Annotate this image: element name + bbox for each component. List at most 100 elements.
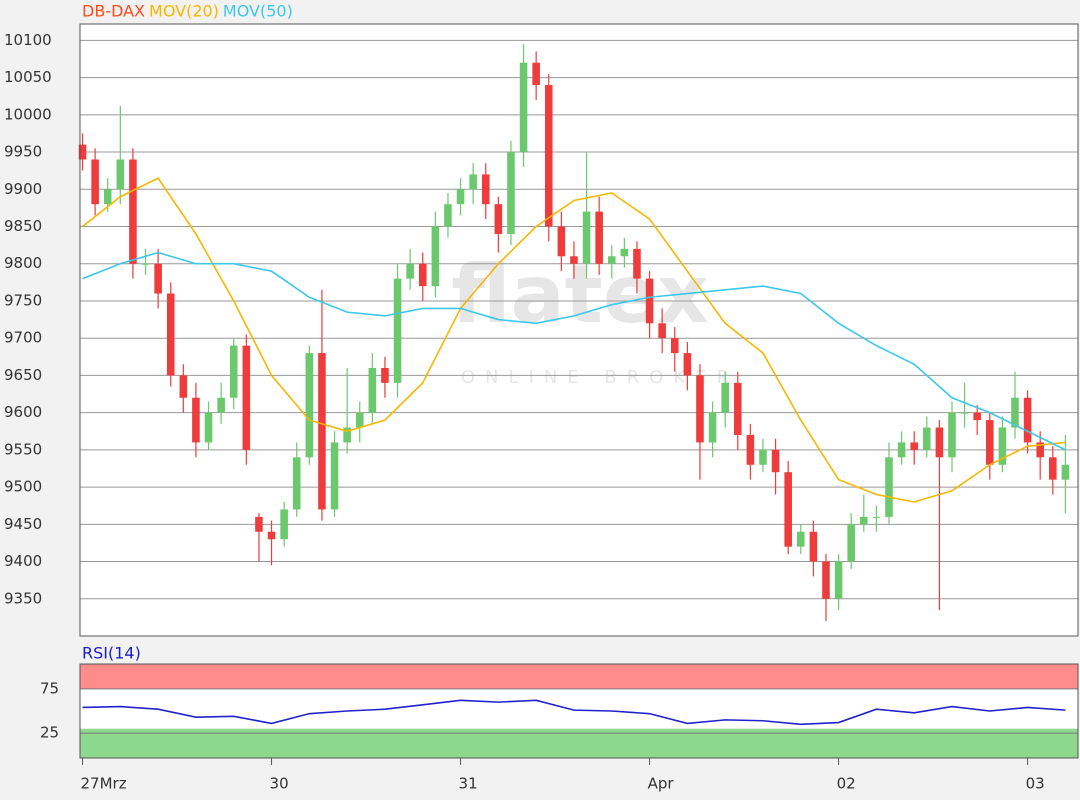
- candle-body: [507, 152, 515, 234]
- candle-body: [973, 412, 981, 421]
- candle-body: [557, 226, 566, 257]
- candle-body: [708, 412, 717, 443]
- candle-body: [822, 561, 830, 599]
- y-tick-label: 25: [40, 724, 59, 742]
- line-series: [82, 699, 1066, 726]
- legend-entry: DB-DAX: [82, 2, 145, 21]
- rsi-title: RSI(14): [82, 644, 141, 663]
- candle-body: [885, 457, 893, 517]
- candle-body: [141, 263, 150, 265]
- candle-body: [935, 427, 944, 458]
- x-tick-label: 02: [837, 775, 856, 793]
- candle-body: [217, 397, 225, 413]
- y-tick-label: 9900: [4, 180, 42, 198]
- candle-body: [166, 293, 175, 376]
- candle-body: [154, 263, 162, 294]
- candle-body: [771, 449, 780, 473]
- y-tick-label: 9850: [4, 217, 42, 235]
- candle-body: [280, 509, 288, 540]
- candle-body: [960, 412, 969, 414]
- y-tick-label: 10000: [4, 105, 52, 123]
- candle-body: [759, 449, 767, 465]
- candle-body: [658, 323, 666, 339]
- candle-body: [1011, 397, 1019, 428]
- y-tick-label: 9750: [4, 291, 42, 309]
- candle-body: [355, 412, 364, 428]
- candle-body: [595, 211, 603, 264]
- y-tick-label: 9400: [4, 552, 42, 570]
- candle-body: [343, 427, 351, 443]
- y-tick-label: 9500: [4, 478, 42, 496]
- candle-body: [368, 367, 377, 413]
- candle-body: [784, 472, 792, 547]
- candle-body: [544, 85, 553, 227]
- y-tick-label: 9950: [4, 143, 42, 161]
- candle-body: [267, 531, 276, 540]
- candle-body: [78, 144, 87, 160]
- watermark-sub: ONLINE BROKER: [461, 367, 739, 388]
- candle-body: [986, 420, 994, 465]
- candle-body: [796, 531, 805, 547]
- candle-body: [305, 353, 314, 458]
- line-series: [82, 177, 1066, 503]
- candle-body: [418, 263, 427, 287]
- candle-body: [872, 516, 881, 518]
- x-tick-label: 03: [1026, 775, 1045, 793]
- y-tick-label: 75: [40, 679, 59, 697]
- candle-body: [481, 174, 490, 205]
- candle-body: [948, 412, 956, 458]
- candle-body: [494, 204, 503, 234]
- legend-entry: MOV(50): [223, 2, 293, 21]
- candle-body: [393, 278, 402, 383]
- panel-border: [79, 663, 1079, 759]
- candle-body: [645, 278, 654, 324]
- candle-body: [103, 189, 112, 205]
- candle-body: [330, 442, 339, 510]
- y-tick-label: 10050: [4, 68, 52, 86]
- candle-body: [910, 442, 918, 450]
- rsi-band: [80, 664, 1078, 689]
- candle-body: [1049, 457, 1057, 480]
- price-panel: [80, 24, 1078, 636]
- candle-body: [229, 345, 238, 398]
- candle-body: [318, 353, 326, 510]
- candle-body: [670, 338, 679, 354]
- candle-body: [444, 204, 452, 227]
- candle-body: [532, 62, 540, 86]
- candle-body: [255, 516, 263, 532]
- candle-body: [860, 516, 868, 525]
- candle-body: [620, 248, 629, 257]
- candle-body: [733, 382, 742, 435]
- candle-body: [406, 263, 414, 279]
- candle-body: [696, 375, 704, 443]
- candle-body: [582, 211, 591, 264]
- legend-entry: MOV(20): [149, 2, 219, 21]
- y-tick-label: 9450: [4, 515, 42, 533]
- candle-body: [746, 434, 755, 465]
- candle-body: [431, 226, 440, 287]
- candle-body: [607, 256, 616, 264]
- candle-body: [91, 159, 99, 205]
- y-tick-label: 9800: [4, 254, 42, 272]
- candle-body: [519, 62, 528, 153]
- candle-body: [116, 159, 125, 190]
- y-tick-label: 9600: [4, 403, 42, 421]
- candle-body: [570, 256, 578, 264]
- candle-body: [998, 427, 1007, 465]
- panel-border: [79, 23, 1079, 637]
- y-tick-label: 9650: [4, 366, 42, 384]
- candle-body: [456, 189, 465, 205]
- candle-body: [809, 531, 818, 562]
- candle-body: [204, 412, 213, 443]
- x-tick-label: 27Mrz: [81, 775, 127, 793]
- y-tick-label: 9350: [4, 589, 42, 607]
- candle-body: [633, 248, 641, 279]
- x-tick-label: 30: [270, 775, 289, 793]
- candle-body: [1023, 397, 1032, 443]
- candle-body: [923, 427, 931, 450]
- candle-body: [292, 457, 301, 510]
- candle-body: [129, 159, 137, 264]
- candle-body: [1061, 464, 1070, 480]
- candle-body: [1036, 442, 1044, 458]
